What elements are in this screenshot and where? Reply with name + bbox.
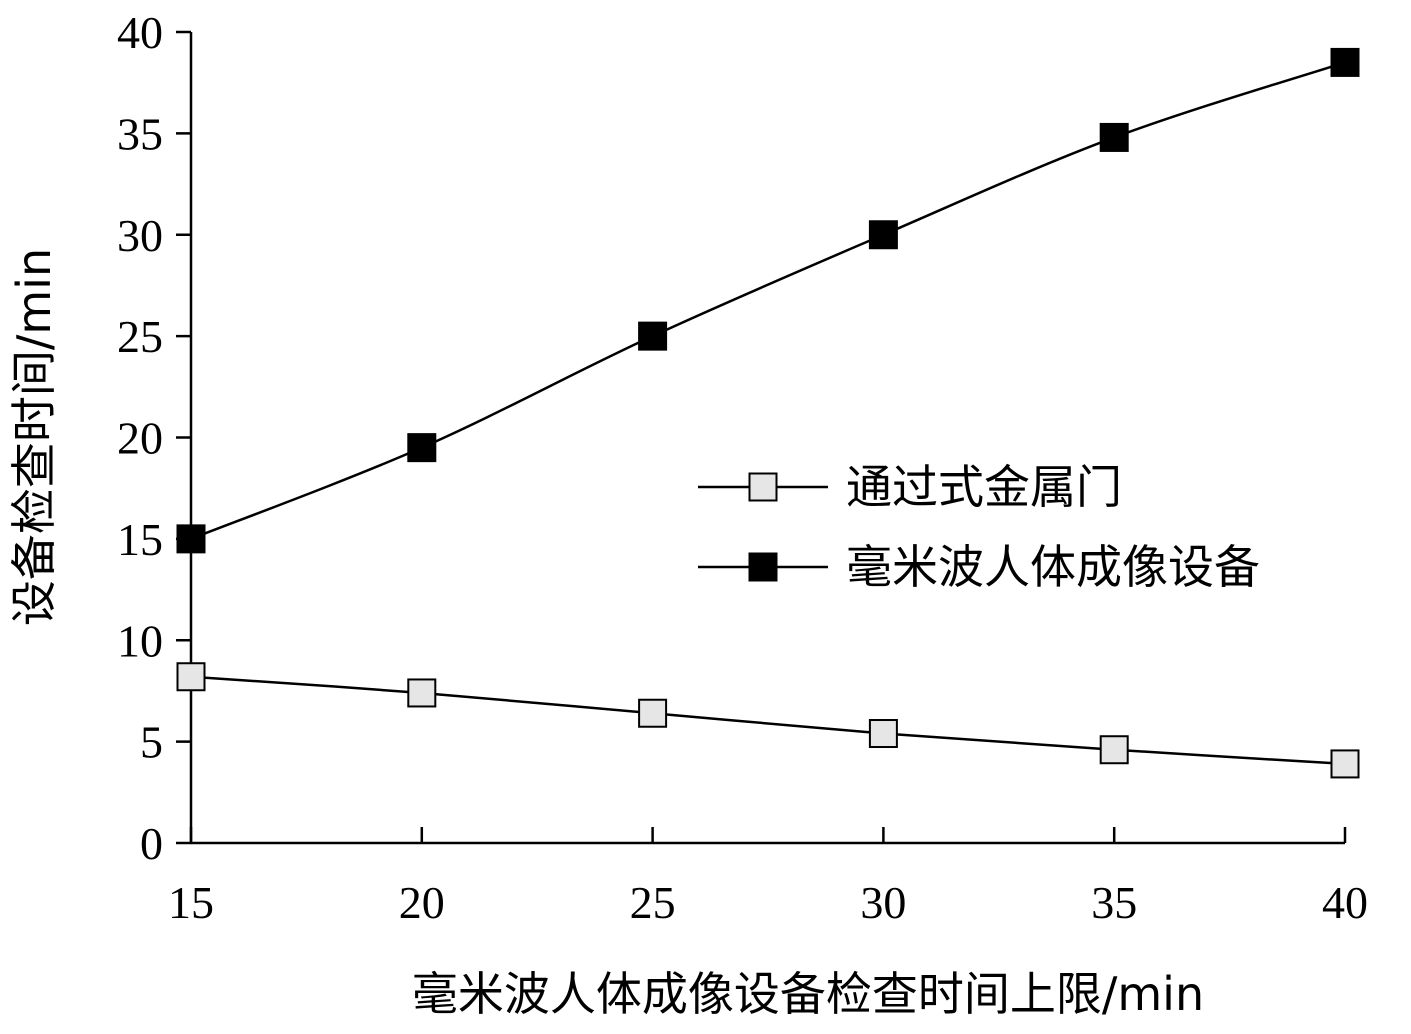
- data-point: [407, 678, 437, 708]
- data-point: [638, 698, 668, 728]
- x-tick-label: 40: [1322, 877, 1368, 928]
- legend-label: 毫米波人体成像设备: [846, 540, 1260, 594]
- data-point: [176, 524, 206, 554]
- y-tick-label: 35: [117, 108, 163, 159]
- axes: [189, 32, 1345, 845]
- legend-marker: [748, 472, 778, 502]
- x-axis-title: 毫米波人体成像设备检查时间上限/min: [412, 967, 1204, 1021]
- x-tick-label: 30: [860, 877, 906, 928]
- data-point: [868, 220, 898, 250]
- data-point: [1330, 47, 1360, 77]
- legend-label: 通过式金属门: [846, 460, 1122, 514]
- y-tick-label: 40: [117, 7, 163, 58]
- y-tick-label: 5: [140, 717, 163, 768]
- y-tick-label: 25: [117, 311, 163, 362]
- x-tick-label: 25: [630, 877, 676, 928]
- y-ticks: 0 5 10 15 20 25 30 35 40: [117, 7, 191, 869]
- data-point: [1099, 122, 1129, 152]
- data-point: [1330, 749, 1360, 779]
- legend-marker: [748, 552, 778, 582]
- legend-item: 通过式金属门: [698, 460, 1122, 514]
- series-line: [190, 675, 1346, 766]
- series-layer: [176, 47, 1360, 779]
- data-point: [407, 433, 437, 463]
- x-ticks: 15 20 25 30 35 40: [168, 827, 1368, 928]
- series-2: [176, 47, 1360, 554]
- y-tick-label: 10: [117, 615, 163, 666]
- y-tick-label: 15: [117, 514, 163, 565]
- y-tick-label: 30: [117, 210, 163, 261]
- y-tick-label: 0: [140, 818, 163, 869]
- y-tick-label: 20: [117, 413, 163, 464]
- series-1: [176, 662, 1360, 779]
- x-tick-label: 15: [168, 877, 214, 928]
- data-point: [638, 321, 668, 351]
- data-point: [1099, 735, 1129, 765]
- data-point: [868, 719, 898, 749]
- y-axis-title: 设备检查时间/min: [7, 248, 61, 626]
- x-tick-label: 35: [1091, 877, 1137, 928]
- series-line: [190, 61, 1346, 541]
- data-point: [176, 662, 206, 692]
- legend-item: 毫米波人体成像设备: [698, 540, 1260, 594]
- x-tick-label: 20: [399, 877, 445, 928]
